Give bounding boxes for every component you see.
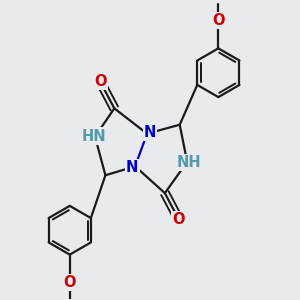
Text: O: O [64, 275, 76, 290]
Text: O: O [95, 74, 107, 89]
Text: N: N [126, 160, 138, 175]
Text: N: N [144, 125, 156, 140]
Text: HN: HN [81, 128, 106, 143]
Text: O: O [212, 13, 225, 28]
Text: NH: NH [176, 155, 201, 170]
Text: O: O [172, 212, 184, 227]
